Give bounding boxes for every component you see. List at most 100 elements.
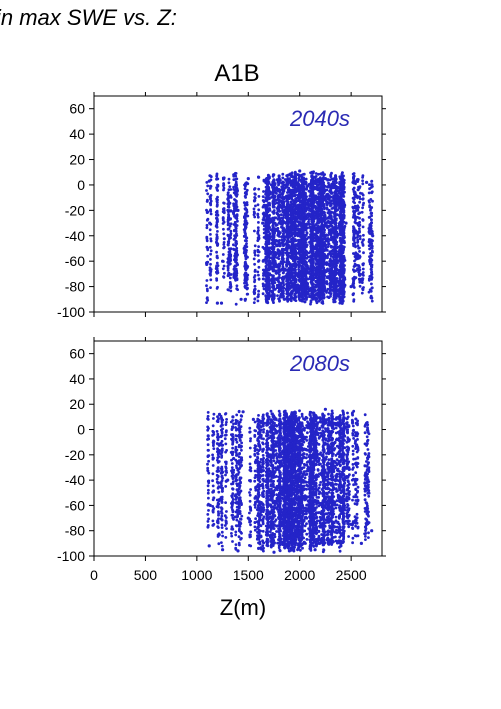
scatter-point bbox=[367, 229, 371, 233]
scatter-point bbox=[356, 244, 360, 248]
scatter-point bbox=[222, 227, 225, 231]
scatter-point bbox=[368, 187, 371, 191]
scatter-point bbox=[361, 182, 365, 186]
scatter-point bbox=[354, 218, 357, 222]
scatter-point bbox=[367, 227, 371, 230]
scatter-point bbox=[253, 268, 257, 272]
scatter-point bbox=[271, 202, 275, 206]
scatter-point bbox=[228, 276, 232, 280]
scatter-point bbox=[329, 294, 332, 298]
scatter-point bbox=[352, 178, 355, 182]
scatter-point bbox=[221, 216, 225, 220]
scatter-point bbox=[352, 200, 355, 204]
scatter-point bbox=[209, 194, 213, 197]
scatter-point bbox=[278, 250, 282, 254]
scatter-point bbox=[257, 273, 260, 277]
scatter-point bbox=[229, 229, 233, 233]
scatter-point bbox=[236, 288, 240, 291]
scatter-point bbox=[281, 176, 285, 180]
scatter-point bbox=[293, 268, 296, 272]
scatter-point bbox=[317, 299, 321, 303]
scatter-point bbox=[356, 238, 360, 242]
scatter-point bbox=[256, 236, 260, 240]
scatter-point bbox=[292, 259, 295, 263]
scatter-point bbox=[264, 270, 268, 274]
scatter-point bbox=[234, 267, 238, 271]
scatter-point bbox=[229, 253, 233, 257]
scatter-point bbox=[280, 253, 284, 256]
scatter-point bbox=[235, 284, 239, 288]
scatter-point bbox=[243, 203, 247, 207]
scatter-point bbox=[228, 185, 232, 189]
scatter-point bbox=[226, 191, 230, 195]
scatter-point bbox=[215, 261, 219, 265]
scatter-point bbox=[256, 295, 260, 299]
scatter-point bbox=[253, 199, 257, 202]
scatter-point bbox=[209, 278, 213, 282]
scatter-point bbox=[235, 224, 239, 227]
scatter-point bbox=[341, 287, 345, 290]
scatter-point bbox=[295, 228, 299, 231]
scatter-point bbox=[352, 175, 355, 179]
scatter-point bbox=[361, 272, 364, 276]
scatter-point bbox=[209, 252, 213, 256]
scatter-point bbox=[257, 234, 261, 237]
scatter-point bbox=[222, 275, 226, 279]
scatter-point bbox=[292, 247, 296, 251]
scatter-point bbox=[221, 222, 225, 225]
scatter-point bbox=[271, 210, 275, 214]
scatter-point bbox=[310, 257, 314, 261]
scatter-point bbox=[257, 195, 261, 198]
scatter-point bbox=[235, 246, 239, 250]
scatter-point bbox=[229, 222, 233, 226]
scatter-point bbox=[294, 299, 298, 302]
scatter-point bbox=[262, 190, 265, 193]
scatter-point bbox=[294, 193, 297, 197]
scatter-point bbox=[257, 221, 260, 224]
scatter-point bbox=[358, 195, 361, 199]
scatter-point bbox=[352, 268, 355, 272]
scatter-point bbox=[328, 178, 332, 182]
scatter-point bbox=[269, 228, 273, 232]
scatter-point bbox=[205, 297, 209, 300]
scatter-point bbox=[226, 240, 230, 244]
scatter-point bbox=[367, 244, 371, 248]
scatter-point bbox=[222, 241, 226, 244]
scatter-point bbox=[371, 250, 374, 254]
scatter-point bbox=[279, 241, 283, 245]
scatter-point bbox=[215, 218, 219, 222]
scatter-point bbox=[270, 273, 273, 277]
scatter-point bbox=[357, 224, 361, 228]
scatter-point bbox=[370, 180, 373, 183]
scatter-point bbox=[329, 174, 333, 177]
scatter-point bbox=[368, 262, 372, 266]
scatter-point bbox=[294, 239, 298, 243]
scatter-point bbox=[318, 256, 321, 260]
scatter-point bbox=[321, 226, 324, 230]
scatter-point bbox=[222, 232, 226, 236]
scatter-point bbox=[222, 176, 226, 180]
scatter-point bbox=[305, 185, 309, 189]
scatter-point bbox=[318, 251, 321, 255]
scatter-point bbox=[312, 194, 316, 198]
scatter-point bbox=[206, 192, 210, 196]
scatter-point bbox=[262, 277, 265, 281]
scatter-point bbox=[361, 267, 365, 271]
scatter-point bbox=[294, 173, 298, 177]
scatter-point bbox=[287, 282, 291, 285]
scatter-point bbox=[361, 218, 365, 222]
scatter-point bbox=[305, 231, 309, 235]
scatter-point bbox=[341, 171, 344, 175]
scatter-point bbox=[368, 200, 371, 204]
scatter-point bbox=[232, 212, 236, 216]
scatter-point bbox=[352, 244, 355, 248]
scatter-point bbox=[215, 172, 219, 176]
scatter-point bbox=[272, 205, 276, 209]
scatter-point bbox=[205, 226, 209, 230]
scatter-point bbox=[253, 262, 256, 266]
scatter-point bbox=[367, 278, 371, 282]
scatter-point bbox=[300, 204, 304, 208]
scatter-point bbox=[215, 223, 219, 227]
scatter-point bbox=[286, 261, 290, 265]
scatter-point bbox=[205, 211, 209, 215]
